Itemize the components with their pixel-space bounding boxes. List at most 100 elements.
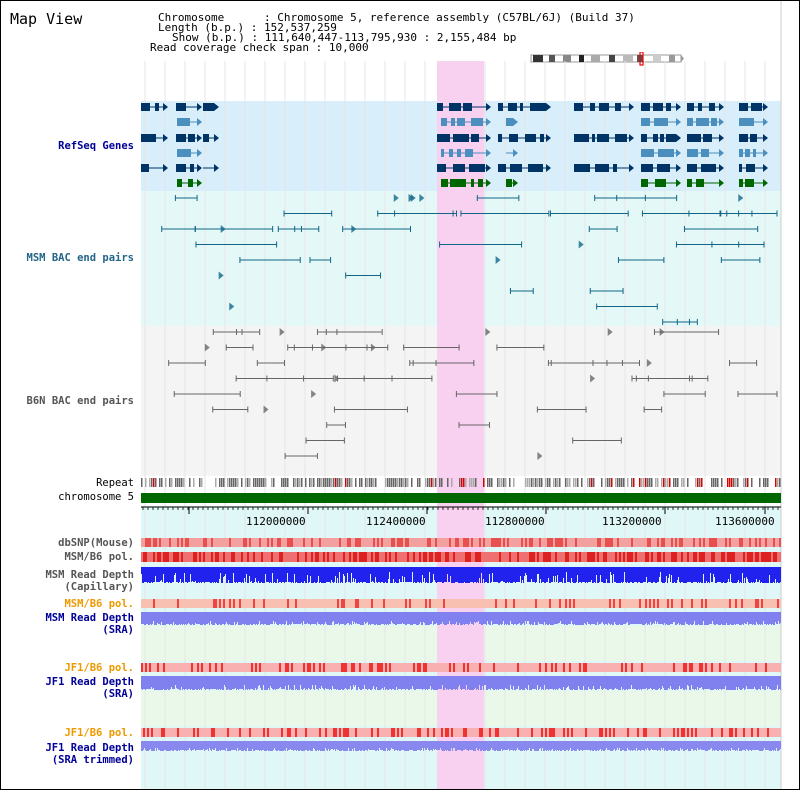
heat-cell: [713, 599, 715, 608]
depth-bar: [620, 676, 621, 690]
depth-bar: [548, 676, 549, 690]
depth-bar: [480, 567, 481, 583]
heat-cell: [149, 538, 151, 547]
depth-bar: [290, 676, 291, 689]
depth-bar: [556, 676, 557, 689]
heat-cell: [153, 599, 155, 608]
depth-bar: [319, 612, 320, 624]
heat-cell: [337, 728, 339, 737]
depth-bar: [493, 676, 494, 690]
depth-bar: [769, 612, 770, 624]
depth-bar: [589, 676, 590, 689]
repeat-mark: [669, 478, 671, 487]
heat-cell: [589, 728, 591, 737]
heat-cell: [501, 552, 503, 562]
depth-bar: [176, 676, 177, 688]
depth-bar: [334, 676, 335, 689]
depth-bar: [590, 612, 591, 625]
depth-bar: [453, 612, 454, 624]
depth-bar: [413, 567, 414, 583]
depth-bar: [290, 612, 291, 625]
heat-cell: [611, 728, 613, 737]
depth-bar: [314, 567, 315, 582]
heat-cell: [295, 728, 297, 737]
gene-arrow: [676, 179, 681, 187]
depth-bar: [384, 612, 385, 625]
heat-cell: [505, 538, 507, 547]
heat-cell: [685, 552, 687, 562]
depth-bar: [417, 741, 418, 750]
heat-cell: [749, 728, 751, 737]
depth-bar: [631, 741, 632, 750]
depth-bar: [534, 741, 535, 751]
depth-bar: [413, 741, 414, 751]
depth-bar: [470, 676, 471, 690]
depth-bar: [416, 567, 417, 583]
heat-cell: [711, 663, 713, 672]
depth-bar: [670, 567, 671, 582]
depth-bar: [712, 612, 713, 621]
depth-bar: [652, 567, 653, 583]
heat-cell: [697, 599, 699, 608]
depth-bar: [503, 741, 504, 750]
heat-cell: [721, 599, 723, 608]
depth-bar: [450, 567, 451, 576]
depth-bar: [186, 612, 187, 625]
heat-cell: [185, 552, 187, 562]
depth-bar: [772, 612, 773, 624]
heat-cell: [425, 728, 427, 737]
track-label-refseq-genes[interactable]: RefSeq Genes: [58, 140, 134, 152]
depth-bar: [143, 612, 144, 624]
depth-bar: [763, 612, 764, 621]
depth-bar: [565, 612, 566, 624]
depth-bar: [254, 676, 255, 690]
depth-bar: [642, 741, 643, 750]
depth-bar: [676, 676, 677, 689]
heat-cell: [381, 538, 383, 547]
depth-bar: [188, 741, 189, 750]
depth-bar: [592, 741, 593, 751]
depth-bar: [443, 612, 444, 624]
depth-bar: [269, 567, 270, 583]
depth-bar: [482, 741, 483, 750]
heat-cell: [733, 728, 735, 737]
heat-cell: [693, 599, 695, 608]
heat-cell: [257, 538, 259, 547]
depth-bar: [754, 612, 755, 625]
heat-cell: [269, 538, 271, 547]
depth-bar: [378, 676, 379, 690]
heat-cell: [655, 728, 657, 737]
chromosome-ideogram[interactable]: [529, 52, 685, 66]
depth-bar: [666, 676, 667, 690]
header-show: Show (b.p.) : 111,640,447-113,795,930 : …: [172, 31, 517, 44]
heat-cell: [373, 728, 375, 737]
depth-bar: [641, 676, 642, 690]
heat-cell: [709, 663, 711, 672]
depth-bar: [599, 567, 600, 582]
depth-bar: [745, 612, 746, 624]
depth-bar: [708, 676, 709, 689]
depth-bar: [486, 567, 487, 582]
depth-bar: [704, 741, 705, 750]
heat-cell: [303, 599, 305, 608]
depth-bar: [674, 741, 675, 751]
heat-cell: [571, 663, 573, 672]
depth-bar: [241, 676, 242, 689]
depth-bar: [714, 612, 715, 625]
depth-bar: [513, 676, 514, 686]
gene-exon: [141, 134, 156, 142]
depth-bar: [719, 741, 720, 750]
heat-cell: [531, 728, 533, 737]
depth-bar: [773, 741, 774, 751]
depth-bar: [552, 741, 553, 749]
depth-bar: [516, 741, 517, 750]
heat-cell: [261, 552, 263, 562]
repeat-mark: [655, 478, 657, 487]
heat-cell: [755, 728, 757, 737]
heat-cell: [315, 599, 317, 608]
gene-exon: [641, 149, 654, 157]
depth-bar: [712, 741, 713, 751]
depth-bar: [629, 676, 630, 689]
depth-bar: [535, 567, 536, 583]
